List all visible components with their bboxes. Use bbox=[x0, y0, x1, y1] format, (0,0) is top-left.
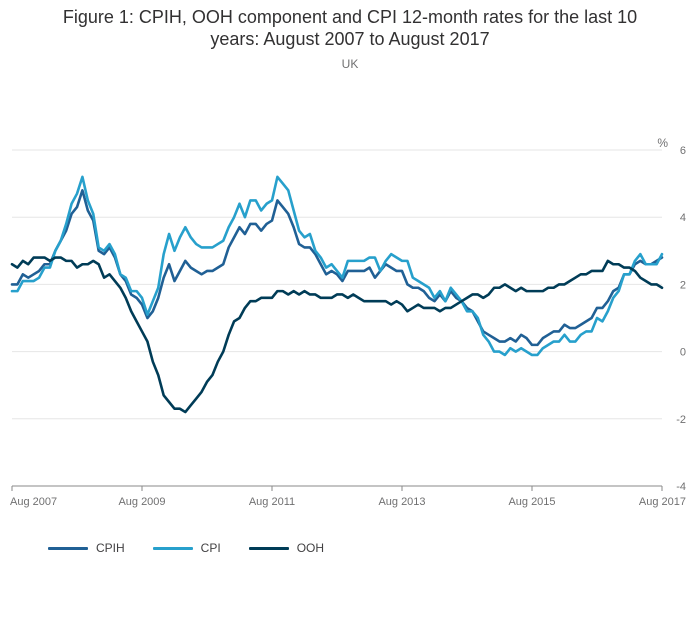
legend-swatch bbox=[48, 546, 88, 550]
legend-item-cpih[interactable]: CPIH bbox=[48, 541, 125, 555]
y-axis-label: % bbox=[657, 136, 668, 150]
legend-swatch bbox=[152, 546, 193, 550]
chart-subtitle: UK bbox=[341, 57, 359, 71]
legend-swatch bbox=[248, 546, 289, 550]
legend-label: CPI bbox=[200, 541, 221, 555]
y-tick-label: 2 bbox=[680, 279, 686, 291]
x-tick-label: Aug 2011 bbox=[249, 496, 295, 508]
x-tick-label: Aug 2007 bbox=[10, 496, 57, 508]
legend-item-ooh[interactable]: OOH bbox=[248, 541, 325, 555]
y-tick-label: 0 bbox=[680, 347, 686, 359]
y-tick-label: 4 bbox=[680, 212, 686, 224]
chart-title: Figure 1: CPIH, OOH component and CPI 12… bbox=[0, 6, 700, 50]
legend-item-cpi[interactable]: CPI bbox=[152, 541, 221, 555]
y-tick-label: 6 bbox=[680, 145, 686, 157]
title-line-2: years: August 2007 to August 2017 bbox=[210, 29, 490, 49]
chart-legend: CPIH CPI OOH bbox=[48, 541, 352, 555]
series-line-cpi bbox=[10, 175, 664, 357]
legend-label: CPIH bbox=[96, 541, 125, 555]
title-line-1: Figure 1: CPIH, OOH component and CPI 12… bbox=[62, 7, 638, 27]
x-tick-label: Aug 2015 bbox=[508, 496, 555, 508]
series-line-ooh bbox=[10, 256, 664, 414]
series-line-cpih bbox=[10, 189, 664, 347]
x-tick-label: Aug 2009 bbox=[118, 496, 165, 508]
y-tick-label: -2 bbox=[676, 414, 686, 426]
x-tick-label: Aug 2017 bbox=[639, 496, 686, 508]
x-tick-label: Aug 2013 bbox=[378, 496, 425, 508]
legend-label: OOH bbox=[296, 541, 325, 555]
y-tick-label: -4 bbox=[676, 481, 686, 493]
